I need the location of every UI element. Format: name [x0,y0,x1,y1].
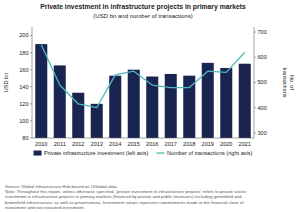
tick [254,57,256,58]
legend-label: Private infrastructure investment (left … [44,150,149,156]
tick [254,107,256,108]
tick [30,69,32,70]
tick-label: 2019 [202,141,214,147]
tick [30,86,32,87]
tick-label: 100 [19,118,28,124]
axis-label: No. oftransactions [282,67,294,97]
tick-label: 300 [258,130,267,136]
tick-label: 2014 [109,141,121,147]
tick-label: 700 [258,29,267,35]
chart: Private investment in infrastructure pro… [0,0,300,212]
tick-label: 200 [19,32,28,38]
legend-swatch [156,152,164,153]
tick-label: 180 [19,50,28,56]
tick-label: 2018 [183,141,195,147]
tick [254,132,256,133]
tick-label: 120 [19,101,28,107]
bar [128,70,140,138]
tick-label: 2016 [146,141,158,147]
tick-label: 80 [22,135,28,141]
bar [109,76,121,138]
bar [91,104,103,138]
tick [30,103,32,104]
title: Private investment in infrastructure pro… [40,3,246,11]
bar [220,68,232,138]
source-note: Source: Global Infrastructure Hub based … [5,184,247,210]
tick-label: 2012 [72,141,84,147]
tick [254,82,256,83]
bar [239,64,251,138]
background [0,0,300,212]
bar [165,74,177,138]
tick [254,32,256,33]
subtitle: (USD bn and number of transactions) [93,13,192,19]
tick-label: 400 [258,105,267,111]
legend-item: Number of transactions (right axis) [156,150,252,156]
line [41,45,245,108]
legend-label: Number of transactions (right axis) [167,150,253,156]
tick [30,52,32,53]
tick-label: 500 [258,79,267,85]
axis-label: USD bn [3,73,9,93]
bar [35,44,47,138]
tick-label: 2015 [128,141,140,147]
y-axis [32,27,33,138]
tick-label: 2017 [165,141,177,147]
tick [30,120,32,121]
bar [183,76,195,138]
tick-label: 2021 [239,141,251,147]
x-axis [32,138,254,139]
legend-swatch [34,151,42,156]
tick-label: 600 [258,54,267,60]
tick-label: 2020 [220,141,232,147]
tick-label: 160 [19,67,28,73]
tick [30,138,32,139]
legend: Private infrastructure investment (left … [34,150,253,156]
tick-label: 2010 [35,141,47,147]
plot-area [35,44,251,138]
tick-label: 140 [19,84,28,90]
tick-label: 2013 [91,141,103,147]
tick [30,35,32,36]
legend-item: Private infrastructure investment (left … [34,150,149,156]
tick-label: 2011 [54,141,66,147]
